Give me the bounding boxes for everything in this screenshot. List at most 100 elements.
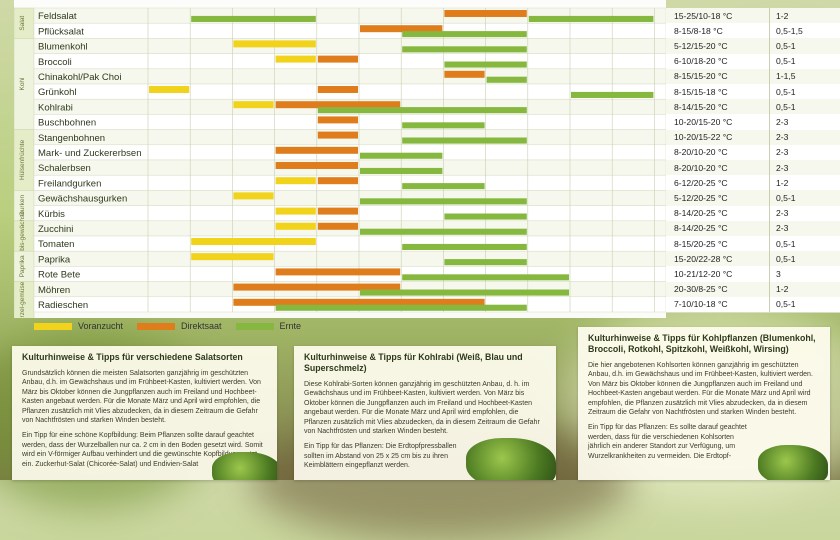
- bar-direktsaat: [317, 177, 358, 185]
- info-row: 8-20/10-20 °C 2-3: [666, 144, 840, 161]
- distance-value: 3: [776, 268, 781, 279]
- temperature-value: 8-15/20-25 °C: [666, 236, 770, 252]
- distance-value: 0,5-1: [776, 56, 796, 67]
- bar-voranzucht: [149, 86, 190, 93]
- bar-ernte: [402, 243, 527, 250]
- legend-item-voranzucht: Voranzucht: [34, 321, 123, 331]
- distance-value: 2-3: [776, 132, 789, 143]
- info-row: 8-15/8-18 °C 0,5-1,5: [666, 23, 840, 40]
- row-label-Pflücksalat: Pflücksalat: [38, 26, 84, 37]
- bar-direktsaat: [317, 131, 358, 139]
- bar-ernte: [317, 107, 527, 114]
- bar-direktsaat: [360, 25, 443, 33]
- bar-ernte: [402, 31, 527, 38]
- tips-card-kohlrabi: Kulturhinweise & Tipps für Kohlrabi (Wei…: [294, 346, 556, 480]
- bar-voranzucht: [275, 55, 316, 63]
- temperature-value: 15-25/10-18 °C: [666, 8, 770, 24]
- group-label: Kürbis-gewächse: [19, 211, 26, 261]
- row-label-Rote Bete: Rote Bete: [38, 270, 80, 281]
- bar-voranzucht: [191, 238, 316, 245]
- bar-voranzucht: [191, 253, 274, 261]
- temperature-value: 6-12/20-25 °C: [666, 175, 770, 191]
- bar-direktsaat: [317, 116, 358, 124]
- distance-value: 2-3: [776, 208, 789, 219]
- temperature-value: 8-14/20-25 °C: [666, 220, 770, 236]
- info-row: 8-14/15-20 °C 0,5-1: [666, 99, 840, 116]
- row-label-Stangenbohnen: Stangenbohnen: [38, 133, 105, 144]
- bar-ernte: [402, 46, 527, 53]
- info-row: 5-12/15-20 °C 0,5-1: [666, 38, 840, 55]
- bar-ernte: [444, 213, 527, 220]
- legend-swatch: [137, 322, 176, 330]
- row-label-Chinakohl/Pak Choi: Chinakohl/Pak Choi: [38, 72, 121, 83]
- bar-direktsaat: [317, 55, 358, 63]
- row-label-Feldsalat: Feldsalat: [38, 11, 77, 22]
- legend-label: Ernte: [279, 321, 302, 331]
- temperature-value: 8-14/15-20 °C: [666, 99, 770, 115]
- bar-voranzucht: [233, 40, 316, 48]
- bar-direktsaat: [444, 70, 485, 78]
- distance-value: 0,5-1: [776, 238, 796, 249]
- info-row: 15-20/22-28 °C 0,5-1: [666, 251, 840, 268]
- row-label-Grünkohl: Grünkohl: [38, 87, 77, 98]
- temperature-value: 7-10/10-18 °C: [666, 296, 770, 312]
- bar-ernte: [360, 289, 569, 296]
- temperature-value: 8-14/20-25 °C: [666, 205, 770, 221]
- card-tip: Ein Tipp für eine schöne Kopfbildung: Be…: [22, 432, 263, 468]
- info-row: 8-15/15-18 °C 0,5-1: [666, 84, 840, 101]
- distance-value: 2-3: [776, 223, 789, 234]
- bar-voranzucht: [275, 207, 316, 215]
- temperature-value: 10-21/12-20 °C: [666, 266, 770, 282]
- bar-ernte: [571, 91, 654, 98]
- bar-ernte: [528, 15, 654, 22]
- distance-value: 0,5-1,5: [776, 25, 803, 36]
- row-label-Schalerbsen: Schalerbsen: [38, 163, 91, 174]
- bar-ernte: [191, 15, 316, 22]
- bar-voranzucht: [275, 177, 316, 185]
- distance-value: 1-1,5: [776, 71, 796, 82]
- card-text: Grundsätzlich können die meisten Salatso…: [22, 370, 261, 425]
- row-label-Kürbis: Kürbis: [38, 209, 65, 220]
- temperature-value: 5-12/15-20 °C: [666, 38, 770, 54]
- bar-direktsaat: [275, 162, 358, 169]
- bar-ernte: [444, 61, 527, 68]
- card-title: Kulturhinweise & Tipps für Kohlrabi (Wei…: [304, 352, 523, 373]
- distance-value: 1-2: [776, 177, 789, 188]
- row-label-Mark- und Zuckererbsen: Mark- und Zuckererbsen: [38, 148, 141, 159]
- distance-value: 0,5-1: [776, 86, 796, 97]
- temperature-value: 10-20/15-22 °C: [666, 129, 770, 145]
- bar-voranzucht: [275, 222, 316, 230]
- temperature-value: 10-20/15-20 °C: [666, 114, 770, 130]
- distance-value: 0,5-1: [776, 40, 796, 51]
- bar-ernte: [360, 228, 527, 235]
- legend-item-ernte: Ernte: [235, 321, 302, 331]
- distance-value: 0,5-1: [776, 299, 796, 310]
- row-label-Radieschen: Radieschen: [38, 300, 88, 311]
- info-row: 15-25/10-18 °C 1-2: [666, 8, 840, 25]
- distance-value: 0,5-1: [776, 192, 796, 203]
- table-row: [33, 250, 666, 267]
- group-label: Gurken: [19, 195, 26, 217]
- temperature-value: 6-10/18-20 °C: [666, 53, 770, 69]
- card-text: Diese Kohlrabi-Sorten können ganzjährig …: [304, 381, 540, 436]
- bar-direktsaat: [317, 222, 358, 230]
- calendar-grid: Salat Kohl Hülsenfrüchte GurkenKürbis-gewäc…: [14, 7, 666, 318]
- legend-swatch: [34, 322, 72, 330]
- group-label: Wurzel-gemüse: [19, 281, 26, 318]
- distance-value: 1-2: [776, 284, 789, 295]
- temperature-value: 8-20/10-20 °C: [666, 160, 770, 176]
- bar-ernte: [402, 274, 569, 281]
- info-row: 6-10/18-20 °C 0,5-1: [666, 53, 840, 70]
- legend-swatch: [235, 322, 274, 330]
- distance-value: 2-3: [776, 116, 789, 127]
- distance-value: 2-3: [776, 147, 789, 158]
- temperature-value: 15-20/22-28 °C: [666, 251, 770, 267]
- bar-ernte: [360, 198, 527, 205]
- bar-direktsaat: [275, 268, 401, 276]
- row-label-Broccoli: Broccoli: [38, 57, 72, 68]
- info-row: 5-12/20-25 °C 0,5-1: [666, 190, 840, 207]
- distance-value: 2-3: [776, 162, 789, 173]
- info-row: 20-30/8-25 °C 1-2: [666, 281, 840, 298]
- card-tip: Ein Tipp für das Pflanzen: Es sollte dar…: [588, 424, 747, 460]
- temperature-value: 20-30/8-25 °C: [666, 281, 770, 297]
